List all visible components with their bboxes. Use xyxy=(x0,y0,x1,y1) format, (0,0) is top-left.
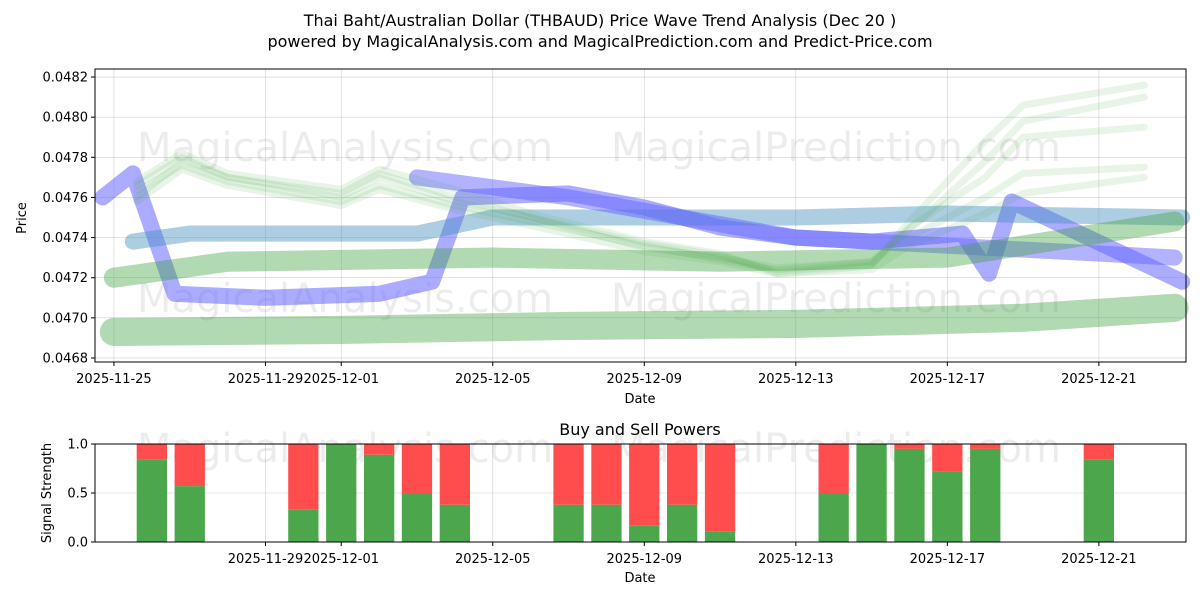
price-x-ticks: 2025-11-25 2025-11-29 2025-12-01 2025-12-05… xyxy=(76,362,1137,387)
price-watermarks: MagicalAnalysis.com MagicalPrediction.co… xyxy=(137,125,1061,322)
buy-power-bar xyxy=(401,493,433,542)
buy-power-bar xyxy=(553,504,584,542)
watermark-prediction-mid: MagicalPrediction.com xyxy=(611,276,1061,322)
buy-power-bar xyxy=(629,525,660,542)
watermark-analysis-top: MagicalAnalysis.com xyxy=(137,125,553,171)
price-series-green-wave-e xyxy=(133,165,1148,278)
buy-power-bar xyxy=(970,448,1001,542)
price-series-green-wave-a xyxy=(133,81,1148,278)
signal-x-tick-label: 2025-11-29 xyxy=(228,552,304,567)
price-series-green-wave-d xyxy=(133,93,1148,276)
signal-chart: Buy and Sell Powers MagicalAnalysis.com … xyxy=(40,420,1187,586)
price-x-tick-label: 2025-12-09 xyxy=(607,372,683,387)
price-series-band-upper xyxy=(103,211,1185,288)
signal-x-tick-label: 2025-12-09 xyxy=(607,552,683,567)
price-x-tick-label: 2025-12-13 xyxy=(758,372,834,387)
buy-power-bar xyxy=(704,531,736,542)
price-y-tick-label: 0.0474 xyxy=(43,231,89,246)
buy-power-bar xyxy=(439,504,470,542)
watermark-prediction-top: MagicalPrediction.com xyxy=(611,125,1061,171)
signal-x-tick-label: 2025-12-01 xyxy=(303,552,379,567)
buy-power-bar xyxy=(932,471,963,542)
sell-power-bar xyxy=(174,444,205,487)
price-y-tick-label: 0.0472 xyxy=(43,271,89,286)
signal-x-tick-label: 2025-12-13 xyxy=(758,552,834,567)
price-frame xyxy=(94,68,1187,363)
price-series xyxy=(94,81,1191,346)
price-x-tick-label: 2025-12-05 xyxy=(455,372,531,387)
buy-power-bar xyxy=(591,504,622,542)
sell-power-bar xyxy=(1083,444,1114,460)
price-grid xyxy=(95,69,1186,362)
price-y-tick-label: 0.0468 xyxy=(43,351,89,366)
signal-x-ticks: 2025-11-29 2025-12-01 2025-12-05 2025-12-09… xyxy=(228,542,1137,567)
buy-power-bar xyxy=(856,444,887,542)
sell-power-bar xyxy=(136,444,167,460)
sell-power-bar xyxy=(439,444,470,505)
sell-power-bar xyxy=(288,444,319,510)
price-series-long-trend xyxy=(124,205,1191,250)
buy-power-bar xyxy=(818,493,849,542)
price-x-tick-label: 2025-12-17 xyxy=(910,372,986,387)
buy-power-bar xyxy=(326,444,357,542)
buy-power-bar xyxy=(174,486,205,542)
sell-power-bar xyxy=(364,444,395,455)
price-y-tick-label: 0.0476 xyxy=(43,191,89,206)
price-series-green-wave-b xyxy=(133,123,1148,272)
buy-power-bar xyxy=(136,459,167,542)
sell-power-bar xyxy=(401,444,433,493)
sell-power-bar xyxy=(553,444,584,505)
price-y-axis-label: Price xyxy=(15,202,30,234)
price-series-band-lower xyxy=(99,293,1189,346)
signal-x-axis-label: Date xyxy=(624,571,655,586)
signal-x-tick-label: 2025-12-05 xyxy=(455,552,531,567)
price-y-ticks: 0.0468 0.0470 0.0472 0.0474 0.0476 0.0478 0.04… xyxy=(43,71,95,366)
price-y-tick-label: 0.0480 xyxy=(43,111,89,126)
price-x-axis-label: Date xyxy=(624,392,655,407)
price-y-tick-label: 0.0470 xyxy=(43,311,89,326)
sell-power-bar xyxy=(970,444,1001,449)
signal-y-tick-label: 0.0 xyxy=(67,536,88,551)
buy-power-bar xyxy=(288,509,319,542)
price-y-tick-label: 0.0482 xyxy=(43,71,89,86)
price-chart: MagicalAnalysis.com MagicalPrediction.co… xyxy=(15,68,1191,407)
signal-y-axis-label: Signal Strength xyxy=(40,443,55,543)
sell-power-bar xyxy=(704,444,736,532)
signal-y-tick-label: 0.5 xyxy=(67,487,88,502)
sell-power-bar xyxy=(629,444,660,526)
price-x-tick-label: 2025-12-01 xyxy=(303,372,379,387)
figure-title-line1: Thai Baht/Australian Dollar (THBAUD) Pri… xyxy=(303,11,897,30)
signal-y-tick-label: 1.0 xyxy=(67,438,88,453)
signal-x-tick-label: 2025-12-17 xyxy=(910,552,986,567)
signal-bars xyxy=(136,444,1114,542)
sell-power-bar xyxy=(932,444,963,472)
price-x-tick-label: 2025-11-29 xyxy=(228,372,304,387)
price-x-tick-label: 2025-11-25 xyxy=(76,372,152,387)
price-series-green-wave-c xyxy=(133,161,1148,274)
sell-power-bar xyxy=(818,444,849,493)
buy-power-bar xyxy=(1083,459,1114,542)
signal-x-tick-label: 2025-12-21 xyxy=(1061,552,1137,567)
price-x-tick-label: 2025-12-21 xyxy=(1061,372,1137,387)
signal-y-ticks: 0.0 0.5 1.0 xyxy=(67,438,95,551)
buy-power-bar xyxy=(364,454,395,542)
sell-power-bar xyxy=(591,444,622,505)
price-series-down-trend xyxy=(408,169,1183,266)
buy-power-bar xyxy=(894,448,925,542)
figure-title-line2: powered by MagicalAnalysis.com and Magic… xyxy=(267,32,932,51)
buy-power-bar xyxy=(667,504,698,542)
sell-power-bar xyxy=(667,444,698,505)
sell-power-bar xyxy=(894,444,925,449)
price-y-tick-label: 0.0478 xyxy=(43,151,89,166)
signal-chart-title: Buy and Sell Powers xyxy=(559,420,721,439)
